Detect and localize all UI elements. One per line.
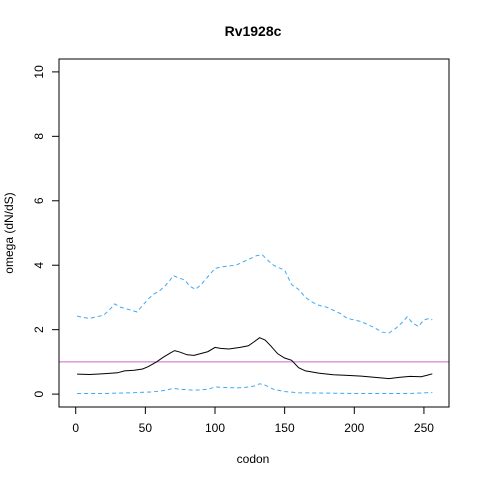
y-tick-label: 6 xyxy=(32,197,46,204)
x-axis-label: codon xyxy=(237,452,270,466)
x-tick-label: 50 xyxy=(139,421,153,435)
series-line-upper-bound xyxy=(76,254,433,334)
y-tick-label: 10 xyxy=(32,65,46,79)
x-tick-label: 250 xyxy=(414,421,434,435)
y-tick-label: 8 xyxy=(32,133,46,140)
plot-area: 0 50 100 150 200 250 0 2 4 6 8 10 xyxy=(32,58,450,435)
y-axis-label: omega (dN/dS) xyxy=(2,192,16,273)
series-line-estimate xyxy=(77,337,433,380)
y-tick-label: 2 xyxy=(32,326,46,333)
plot-border xyxy=(58,58,450,408)
x-tick-label: 100 xyxy=(205,421,225,435)
x-tick-label: 200 xyxy=(344,421,364,435)
x-tick-label: 150 xyxy=(275,421,295,435)
series-line-lower-bound xyxy=(77,383,433,394)
y-tick-label: 0 xyxy=(32,390,46,397)
y-tick-label: 4 xyxy=(32,262,46,269)
x-tick-label: 0 xyxy=(72,421,79,435)
chart-title: Rv1928c xyxy=(225,23,282,39)
